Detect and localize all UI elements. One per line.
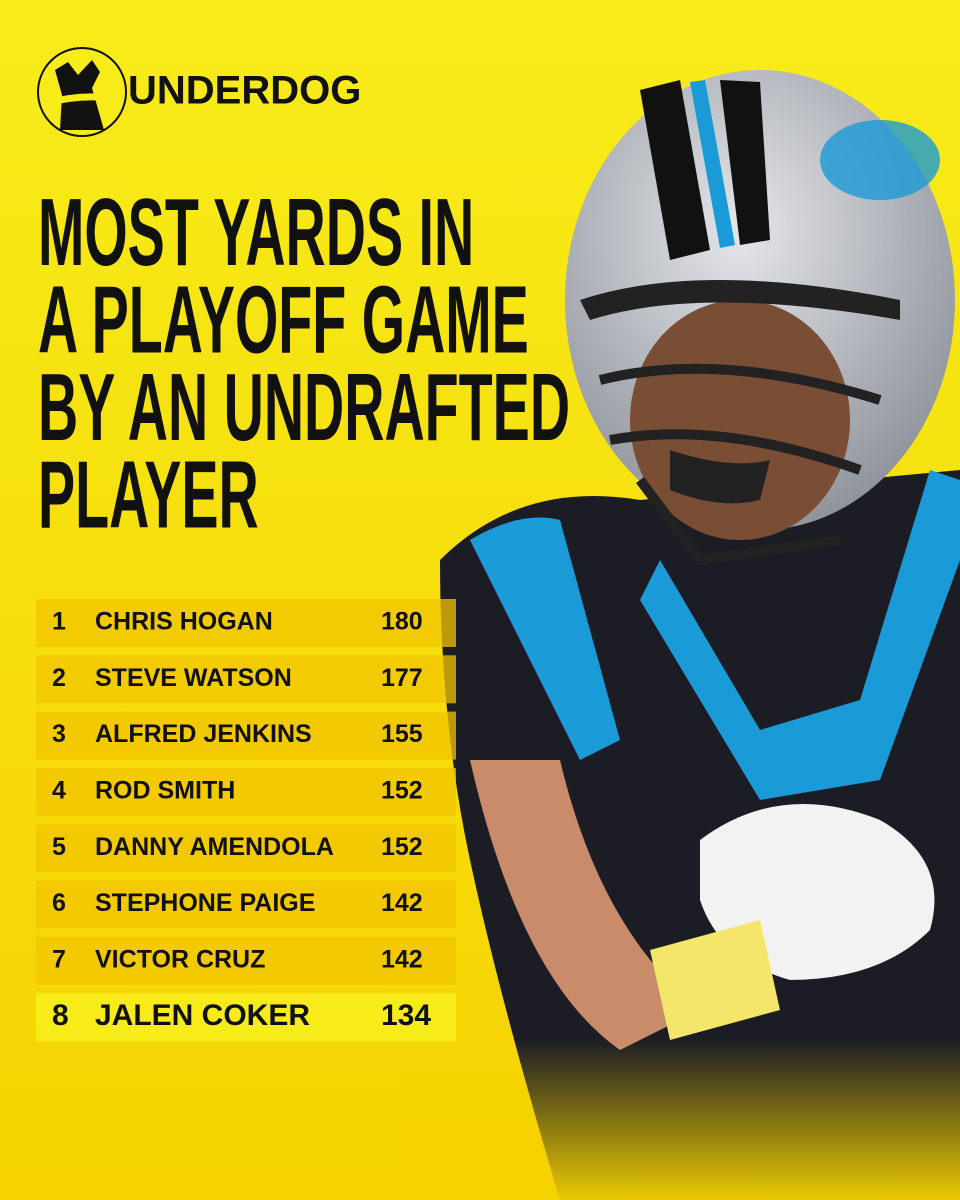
player-name: JALEN COKER: [95, 999, 310, 1032]
rank: 7: [52, 945, 66, 973]
leaderboard: 1 CHRIS HOGAN 180 2 STEVE WATSON 177 3 ALFRED J…: [36, 599, 456, 1042]
player-photo: [400, 70, 960, 1200]
title-line: MOST YARDS IN: [38, 178, 474, 286]
yards: 152: [381, 833, 423, 861]
row-bg: [36, 599, 456, 647]
yards: 152: [381, 777, 423, 805]
yards: 180: [381, 608, 423, 636]
player-name: ALFRED JENKINS: [95, 720, 312, 748]
row-bg: [36, 711, 456, 760]
rank: 2: [52, 664, 66, 692]
rank: 3: [52, 720, 66, 748]
row-bg: [36, 655, 456, 704]
rank: 4: [52, 777, 66, 805]
row-bg: [36, 824, 456, 873]
yards: 155: [381, 720, 423, 748]
player-name: STEPHONE PAIGE: [95, 889, 315, 917]
rank: 8: [52, 999, 69, 1032]
row-bg: [36, 936, 456, 985]
yards: 142: [381, 945, 423, 973]
logo: [37, 47, 127, 137]
player-name: CHRIS HOGAN: [95, 608, 273, 636]
rank: 1: [52, 608, 66, 636]
yards: 177: [381, 664, 423, 692]
row-bg: [36, 767, 456, 816]
title-line-group: BY AN UNDRAFTED: [38, 353, 570, 461]
rank: 5: [52, 833, 66, 861]
brand: UNDERDOG: [128, 69, 361, 113]
title-line-group: MOST YARDS IN: [38, 178, 474, 286]
rank: 6: [52, 889, 66, 917]
row-highlight: [36, 993, 456, 1042]
player-name: ROD SMITH: [95, 777, 235, 805]
title-line-group: A PLAYOFF GAME: [38, 266, 529, 374]
title-line-group: PLAYER: [38, 441, 259, 549]
player-name: VICTOR CRUZ: [95, 945, 265, 973]
title-line: A PLAYOFF GAME: [38, 266, 529, 374]
row-bg: [36, 880, 456, 929]
yards: 142: [381, 889, 423, 917]
player-name: DANNY AMENDOLA: [95, 833, 334, 861]
title-line: PLAYER: [38, 441, 259, 549]
title-line: BY AN UNDRAFTED: [38, 353, 570, 461]
yards: 134: [381, 999, 431, 1032]
player-name: STEVE WATSON: [95, 664, 292, 692]
